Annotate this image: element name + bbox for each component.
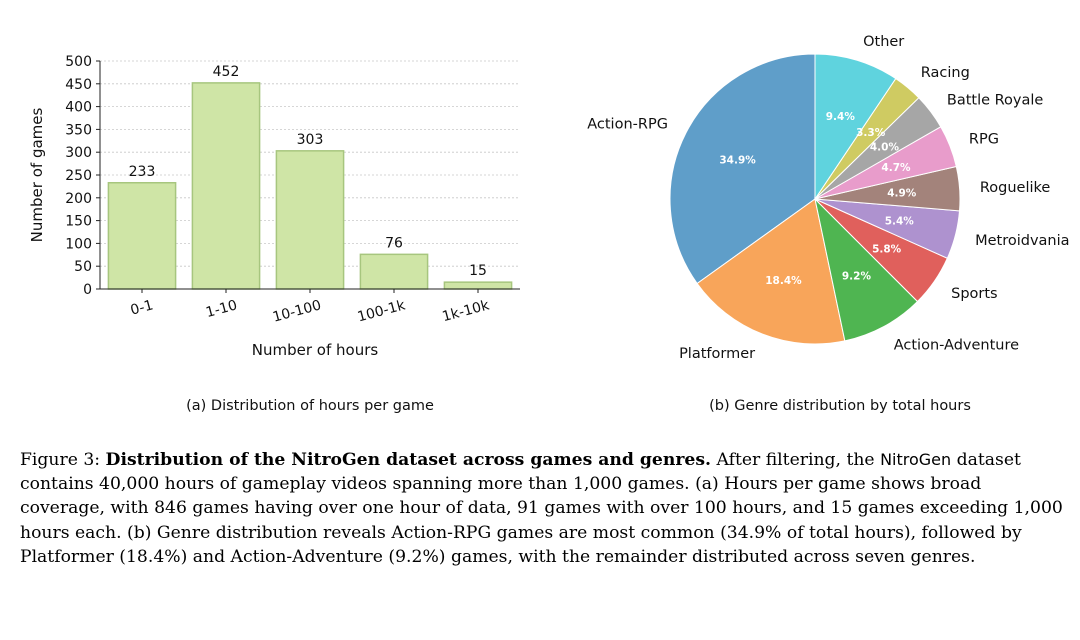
pie-slice-percent-label: 3.3% xyxy=(856,127,886,139)
bar-10-100 xyxy=(275,150,345,290)
bar-chart-y-tick-label: 400 xyxy=(65,100,92,116)
figure-caption-dataset-name: NitroGen xyxy=(880,450,952,469)
pie-chart-slices xyxy=(669,53,961,345)
bar-chart-bars xyxy=(107,82,513,290)
figure-caption-prefix: Figure 3: xyxy=(20,450,101,470)
bar-value-label: 452 xyxy=(213,64,240,80)
bar-1-10 xyxy=(191,82,261,290)
pie-slice-percent-label: 9.4% xyxy=(826,111,856,123)
pie-slice-category-label: Racing xyxy=(921,65,970,81)
bar-chart-x-tick-label: 1-10 xyxy=(204,297,239,321)
bar-100-1k xyxy=(359,253,429,290)
pie-slice-category-label: Sports xyxy=(951,286,997,302)
figure-caption-title: Distribution of the NitroGen dataset acr… xyxy=(105,450,711,470)
bar-chart-y-tick-label: 50 xyxy=(74,259,92,275)
bar-chart-y-tick-label: 500 xyxy=(65,54,92,70)
bar-chart-x-tick-label: 1k-10k xyxy=(441,297,492,325)
bar-chart-y-tick-label: 150 xyxy=(65,214,92,230)
bar-chart-y-tick-label: 100 xyxy=(65,236,92,252)
bar-chart-y-tick-label: 250 xyxy=(65,168,92,184)
bar-chart-y-tick-label: 0 xyxy=(83,282,92,298)
bar-chart-x-axis-label: Number of hours xyxy=(252,341,379,359)
pie-slice-category-label: Action-Adventure xyxy=(894,337,1019,353)
bar-chart-y-axis-label: Number of games xyxy=(28,108,46,243)
figure-caption: Figure 3: Distribution of the NitroGen d… xyxy=(20,448,1070,569)
genre-pie-chart: 34.9% 18.4% 9.2% 5.8% 5.4% 4.9% 4.7% 4.0% 3.3%9.… xyxy=(587,34,1069,362)
bar-value-label: 76 xyxy=(385,235,403,251)
pie-slice-category-label: Other xyxy=(863,34,904,50)
pie-chart-percent-labels: 34.9% 18.4% 9.2% 5.8% 5.4% 4.9% 4.7% 4.0% 3.3%9.… xyxy=(719,111,916,287)
pie-slice-other xyxy=(814,53,897,201)
pie-slice-category-label: Platformer xyxy=(679,346,755,362)
pie-slice-platformer xyxy=(696,198,846,345)
bar-chart-y-tick-label: 350 xyxy=(65,122,92,138)
bar-chart-y-tick-label: 300 xyxy=(65,145,92,161)
bar-chart-x-tick-label: 10-100 xyxy=(271,297,323,325)
bar-1k-10k xyxy=(443,281,513,290)
pie-slice-category-label: Metroidvania xyxy=(975,233,1069,249)
figure-caption-text-2: dataset contains 40,000 hours of gamepla… xyxy=(20,450,1063,567)
pie-slice-action-rpg xyxy=(669,53,816,285)
pie-chart-category-labels: Action-RPG Platformer Action-Adventure Spor… xyxy=(587,34,1069,362)
bar-value-label: 233 xyxy=(129,164,156,180)
pie-slice-percent-label: 4.0% xyxy=(870,142,900,154)
pie-slice-percent-label: 18.4% xyxy=(765,275,802,287)
pie-slice-percent-label: 5.8% xyxy=(872,243,902,255)
bar-chart-y-ticks: 0 50 100 150 200 250 300 350 400 450 500 xyxy=(65,54,100,298)
pie-slice-percent-label: 5.4% xyxy=(885,216,915,228)
pie-slice-category-label: Roguelike xyxy=(980,180,1051,196)
figure-caption-text-1: After filtering, the xyxy=(716,450,875,470)
bar-value-label: 15 xyxy=(469,263,487,279)
pie-slice-category-label: Action-RPG xyxy=(587,116,668,132)
pie-slice-percent-label: 4.7% xyxy=(881,162,911,174)
pie-slice-category-label: Battle Royale xyxy=(947,92,1044,108)
pie-slice-action-adventure xyxy=(814,197,919,342)
pie-slice-category-label: RPG xyxy=(969,132,999,148)
pie-slice-percent-label: 9.2% xyxy=(842,271,872,283)
bar-0-1 xyxy=(107,182,177,290)
bar-value-label: 303 xyxy=(297,132,324,148)
bar-chart-caption: (a) Distribution of hours per game xyxy=(186,398,434,414)
pie-slice-percent-label: 4.9% xyxy=(887,188,917,200)
bar-chart-x-tick-label: 100-1k xyxy=(356,297,408,325)
bar-chart-x-ticks: 0-1 1-10 10-100 100-1k 1k-10k xyxy=(129,289,492,326)
bar-chart-x-tick-label: 0-1 xyxy=(129,297,155,318)
bar-chart-y-tick-label: 450 xyxy=(65,77,92,93)
bar-chart-y-tick-label: 200 xyxy=(65,191,92,207)
pie-chart-caption: (b) Genre distribution by total hours xyxy=(709,398,971,414)
pie-slice-percent-label: 34.9% xyxy=(719,154,756,166)
hours-bar-chart: 233 452 303 76 15 0 50 100 150 200 250 300 350 400 45… xyxy=(28,54,520,359)
bar-chart-data-labels: 233 452 303 76 15 xyxy=(129,64,487,279)
